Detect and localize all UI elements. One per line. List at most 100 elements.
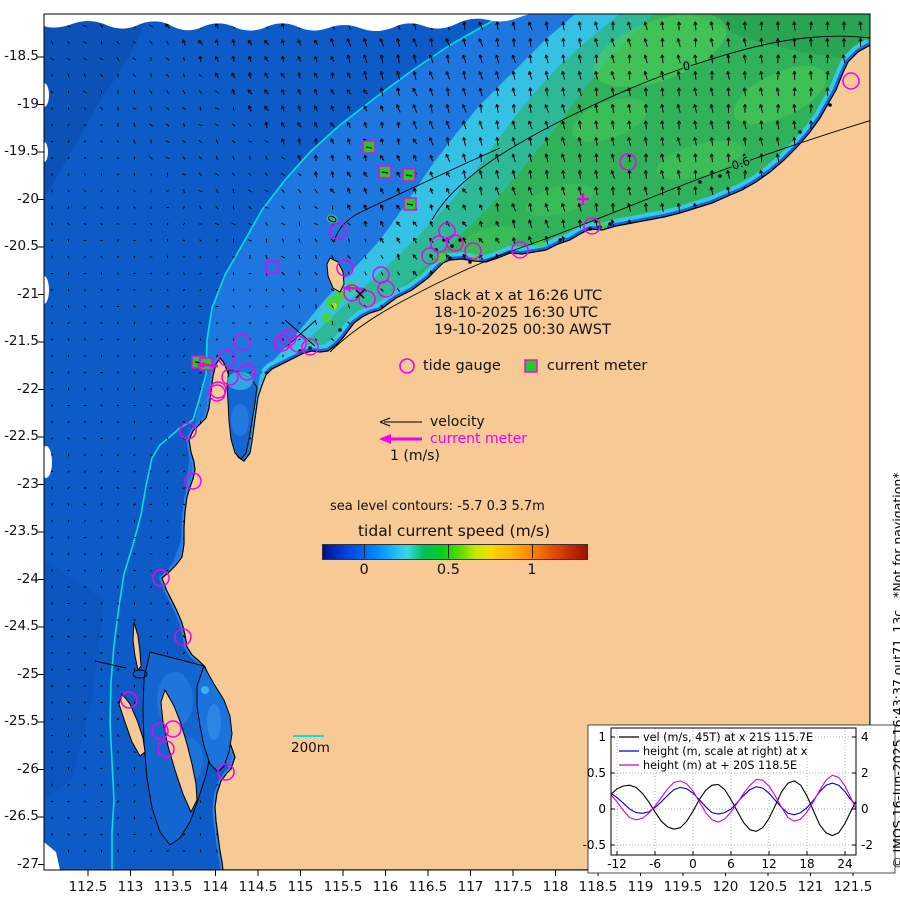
depth-contour-label: 200m: [291, 740, 330, 756]
y-axis-tick-label: -25: [16, 665, 39, 682]
inset-x-tick-label: 18: [799, 857, 814, 871]
tide-gauge-marker: [336, 259, 354, 277]
y-axis-tick-label: -26: [16, 760, 39, 777]
vector-scale-label: 1 (m/s): [390, 448, 440, 464]
sea-level-contour: [333, 147, 501, 243]
tide-gauge-marker: [218, 349, 236, 367]
current-meter-vector: [347, 286, 365, 291]
tide-gauge-marker: [842, 72, 860, 90]
map-layers: 000.6: [44, 14, 870, 870]
utc-time-line: 18-10-2025 16:30 UTC: [434, 305, 599, 321]
x-axis-tick-label: 115: [287, 879, 314, 895]
inset-left-tick-label: 1: [598, 730, 606, 744]
inset-left-tick-label: 0: [598, 802, 606, 816]
y-axis-tick-label: -21: [16, 285, 39, 302]
y-axis-tick-label: -18.5: [4, 48, 39, 64]
y-axis-tick-label: -22.5: [4, 428, 39, 444]
x-axis-tick-label: 113.5: [153, 879, 193, 895]
vector-legend: velocity current meter 1 (m/s): [378, 413, 527, 464]
inset-x-tick-label: 12: [761, 857, 776, 871]
sea-level-contour: [431, 35, 870, 221]
slack-time-line: slack at x at 16:26 UTC: [434, 288, 603, 304]
x-axis-tick-label: 120: [712, 879, 739, 895]
inset-x-tick-label: 6: [727, 857, 735, 871]
current-meter-arrow-icon: [379, 433, 422, 444]
station-x-marker: [355, 289, 365, 299]
x-axis-tick-label: 115.5: [323, 879, 363, 895]
y-axis-tick-label: -24.5: [4, 618, 39, 634]
tide-gauge-marker: [511, 241, 529, 259]
tide-gauge-marker: [464, 242, 482, 260]
tide-gauge-label: tide gauge: [423, 358, 501, 374]
y-axis-tick-label: -20: [16, 190, 39, 207]
y-axis-tick-label: -23: [16, 475, 39, 492]
sea-level-contour: [285, 319, 317, 348]
slack-annotation: slack at x at 16:26 UTC 18-10-2025 16:30…: [434, 288, 611, 339]
tide-gauge-marker: [343, 284, 361, 302]
x-axis-tick-label: 117.5: [493, 879, 533, 895]
inset-legend-label: vel (m/s, 45T) at x 21S 115.7E: [643, 731, 813, 744]
tide-gauge-marker: [174, 628, 192, 646]
tide-gauge-marker: [179, 422, 197, 440]
inset-x-tick-label: 0: [689, 857, 697, 871]
tide-gauge-marker: [120, 691, 138, 709]
inset-right-tick-label: -2: [861, 838, 873, 852]
y-axis-tick-label: -27: [16, 855, 39, 872]
x-axis-tick-label: 118.5: [578, 879, 618, 895]
current-meter-marker: [265, 260, 279, 274]
tide-gauge-marker: [273, 334, 291, 352]
dirk-hartog-island: [118, 692, 146, 757]
colorbar-tick-label: 1: [527, 562, 537, 578]
velocity-arrow-icon: [379, 417, 422, 426]
x-axis-tick-label: 114: [202, 879, 229, 895]
tide-gauge-marker: [184, 472, 202, 490]
tide-gauge-marker: [221, 368, 239, 386]
x-axis-tick-label: 118: [542, 879, 569, 895]
tide-gauge-marker: [164, 720, 182, 738]
land-mass: [161, 44, 870, 870]
current-meter-vector: [201, 363, 219, 368]
tide-gauge-marker: [619, 153, 637, 171]
height-station-plus-marker: [577, 193, 589, 205]
inset-x-tick-label: -12: [607, 857, 627, 871]
tide-gauge-icon: [399, 358, 415, 374]
tide-gauge-marker: [157, 740, 175, 758]
inset-right-tick-label: 4: [861, 730, 869, 744]
sea-level-contour: [94, 660, 127, 669]
y-axis-tick-label: -23.5: [4, 523, 39, 539]
velocity-label: velocity: [430, 413, 485, 430]
colorbar-tick-label: 0: [359, 562, 369, 578]
current-meter-label: current meter: [546, 358, 648, 374]
y-axis-tick-label: -26.5: [4, 808, 39, 824]
tide-gauge-marker: [233, 333, 251, 351]
sea-level-contour-note: sea level contours: -5.7 0.3 5.7m: [330, 499, 545, 514]
tide-gauge-marker: [583, 217, 601, 235]
tide-gauge-marker: [208, 384, 226, 402]
x-axis-tick-label: 121.5: [833, 879, 873, 895]
x-axis-tick-label: 119: [627, 879, 654, 895]
barrow-island: [326, 257, 345, 293]
inset-left-tick-label: 0.5: [587, 766, 606, 780]
y-axis-tick-label: -19.5: [4, 143, 39, 159]
colorbar-tick: [448, 544, 450, 558]
x-axis-tick-label: 112.5: [68, 879, 108, 895]
inset-series-line: [611, 774, 856, 823]
tide-gauge-marker: [421, 247, 439, 265]
depth-contour-200m: [109, 14, 506, 870]
x-axis-tick-label: 113: [117, 879, 144, 895]
bernier-island: [132, 621, 142, 672]
tide-gauge-marker: [430, 235, 448, 253]
y-axis-tick-label: -22: [16, 380, 39, 397]
x-axis-tick-label: 116.5: [408, 879, 448, 895]
tide-gauge-marker: [301, 338, 319, 356]
sea-level-contour: [329, 120, 870, 353]
tide-gauge-marker: [438, 222, 456, 240]
x-axis-tick-label: 116: [372, 879, 399, 895]
x-axis-tick-label: 119.5: [663, 879, 703, 895]
tide-gauge-marker: [217, 763, 235, 781]
inset-legend-label: height (m, scale at right) at x: [643, 745, 808, 758]
y-axis-tick-label: -24: [16, 570, 39, 587]
tide-gauge-marker: [279, 329, 297, 347]
